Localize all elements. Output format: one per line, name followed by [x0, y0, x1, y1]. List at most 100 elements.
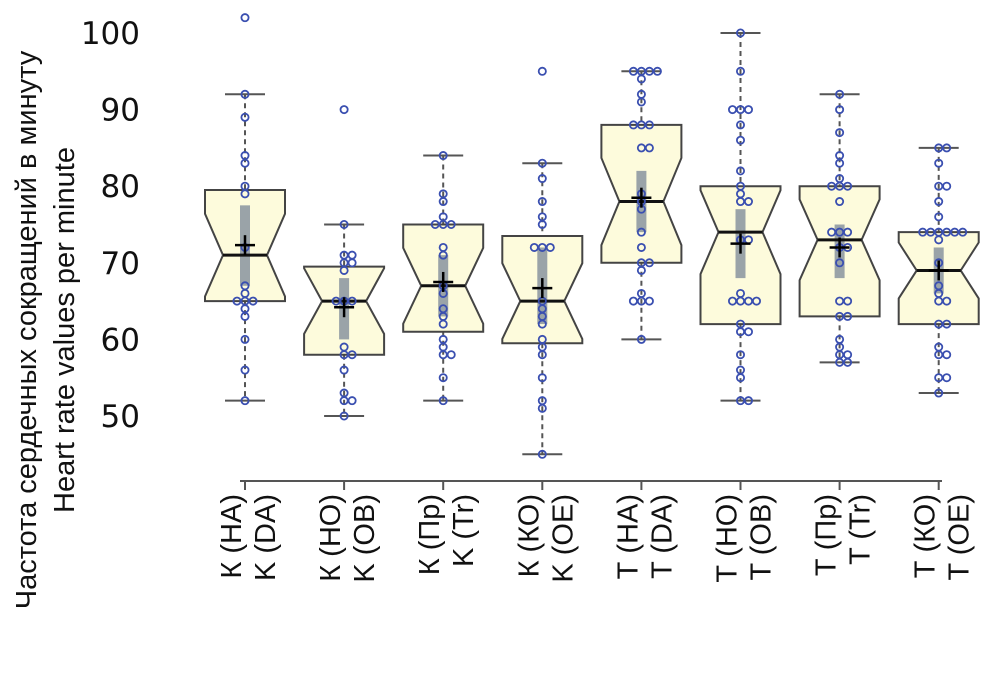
- data-point: [438, 396, 448, 406]
- data-point: [644, 296, 654, 306]
- data-point: [934, 235, 944, 245]
- data-point: [240, 13, 250, 23]
- data-point: [537, 66, 547, 76]
- data-point: [438, 319, 448, 329]
- x-tick-label: K (Tr): [448, 494, 480, 567]
- data-point: [438, 373, 448, 383]
- data-point: [537, 350, 547, 360]
- data-point: [446, 350, 456, 360]
- x-tick-label: К (Пр): [414, 494, 446, 575]
- data-point: [628, 296, 638, 306]
- data-point: [736, 350, 746, 360]
- data-point: [636, 227, 646, 237]
- y-tick-label: 60: [101, 322, 140, 358]
- data-point: [958, 227, 968, 237]
- data-point: [438, 250, 448, 260]
- data-point: [339, 365, 349, 375]
- data-point: [942, 296, 952, 306]
- box-group: [402, 151, 485, 406]
- boxes: [204, 13, 980, 459]
- data-point: [438, 151, 448, 161]
- data-point: [339, 265, 349, 275]
- box-group: [204, 13, 286, 406]
- box-group: [501, 66, 584, 459]
- data-point: [537, 158, 547, 168]
- data-point: [240, 112, 250, 122]
- data-point: [736, 166, 746, 176]
- x-tick-label: Т (Пр): [811, 494, 843, 576]
- data-point: [843, 296, 853, 306]
- data-point: [339, 411, 349, 421]
- data-point: [744, 105, 754, 115]
- data-point: [537, 373, 547, 383]
- data-point: [942, 373, 952, 383]
- data-point: [438, 197, 448, 207]
- box-group: [897, 143, 980, 398]
- x-tick-label: Т (НО): [712, 494, 744, 583]
- x-tick-label: Т (КО): [910, 494, 942, 578]
- data-point: [736, 66, 746, 76]
- data-point: [827, 227, 837, 237]
- data-point: [736, 120, 746, 130]
- x-tick-label: K (DA): [250, 494, 282, 581]
- x-tick-label: K (OE): [547, 494, 579, 583]
- data-point: [537, 174, 547, 184]
- x-axis: К (НА) K (DA) К (НО) K (OB) К (Пр) K (Tr) К (К…: [216, 480, 976, 583]
- y-tick-label: 70: [101, 246, 140, 282]
- x-tick-label: T (OB): [746, 494, 778, 580]
- data-point: [240, 365, 250, 375]
- data-point: [934, 388, 944, 398]
- x-tick-label: К (НО): [315, 494, 347, 582]
- y-axis: 50 60 70 80 90 100: [81, 16, 140, 435]
- data-point: [347, 396, 357, 406]
- data-point: [339, 105, 349, 115]
- data-point: [752, 296, 762, 306]
- data-point: [339, 219, 349, 229]
- data-point: [843, 181, 853, 191]
- data-point: [942, 143, 952, 153]
- y-tick-label: 100: [81, 16, 140, 52]
- data-point: [736, 28, 746, 38]
- data-point: [347, 250, 357, 260]
- data-point: [744, 327, 754, 337]
- data-point: [636, 265, 646, 275]
- data-point: [644, 143, 654, 153]
- data-point: [545, 242, 555, 252]
- data-point: [942, 319, 952, 329]
- data-point: [537, 219, 547, 229]
- data-point: [537, 197, 547, 207]
- data-point: [628, 66, 638, 76]
- data-point: [636, 334, 646, 344]
- data-point: [835, 258, 845, 268]
- data-point: [835, 128, 845, 138]
- y-axis-label-en: Heart rate values per minute: [49, 147, 81, 513]
- data-point: [644, 258, 654, 268]
- data-point: [232, 296, 242, 306]
- x-tick-label: K (OB): [349, 494, 381, 583]
- data-point: [347, 350, 357, 360]
- data-point: [835, 158, 845, 168]
- data-point: [918, 227, 928, 237]
- box-group: [699, 28, 782, 406]
- data-point: [652, 66, 662, 76]
- data-point: [240, 89, 250, 99]
- y-tick-label: 80: [101, 169, 140, 205]
- data-point: [835, 197, 845, 207]
- data-point: [744, 396, 754, 406]
- data-point: [240, 334, 250, 344]
- data-point: [835, 105, 845, 115]
- data-point: [934, 197, 944, 207]
- data-point: [240, 396, 250, 406]
- data-point: [537, 449, 547, 459]
- data-point: [843, 357, 853, 367]
- data-point: [240, 311, 250, 321]
- data-point: [529, 242, 539, 252]
- data-point: [240, 189, 250, 199]
- data-point: [537, 319, 547, 329]
- y-axis-label-ru: Частота сердечных сокращений в минуту: [11, 50, 43, 609]
- x-tick-label: T (Tr): [845, 494, 877, 565]
- data-point: [331, 296, 341, 306]
- data-point: [843, 227, 853, 237]
